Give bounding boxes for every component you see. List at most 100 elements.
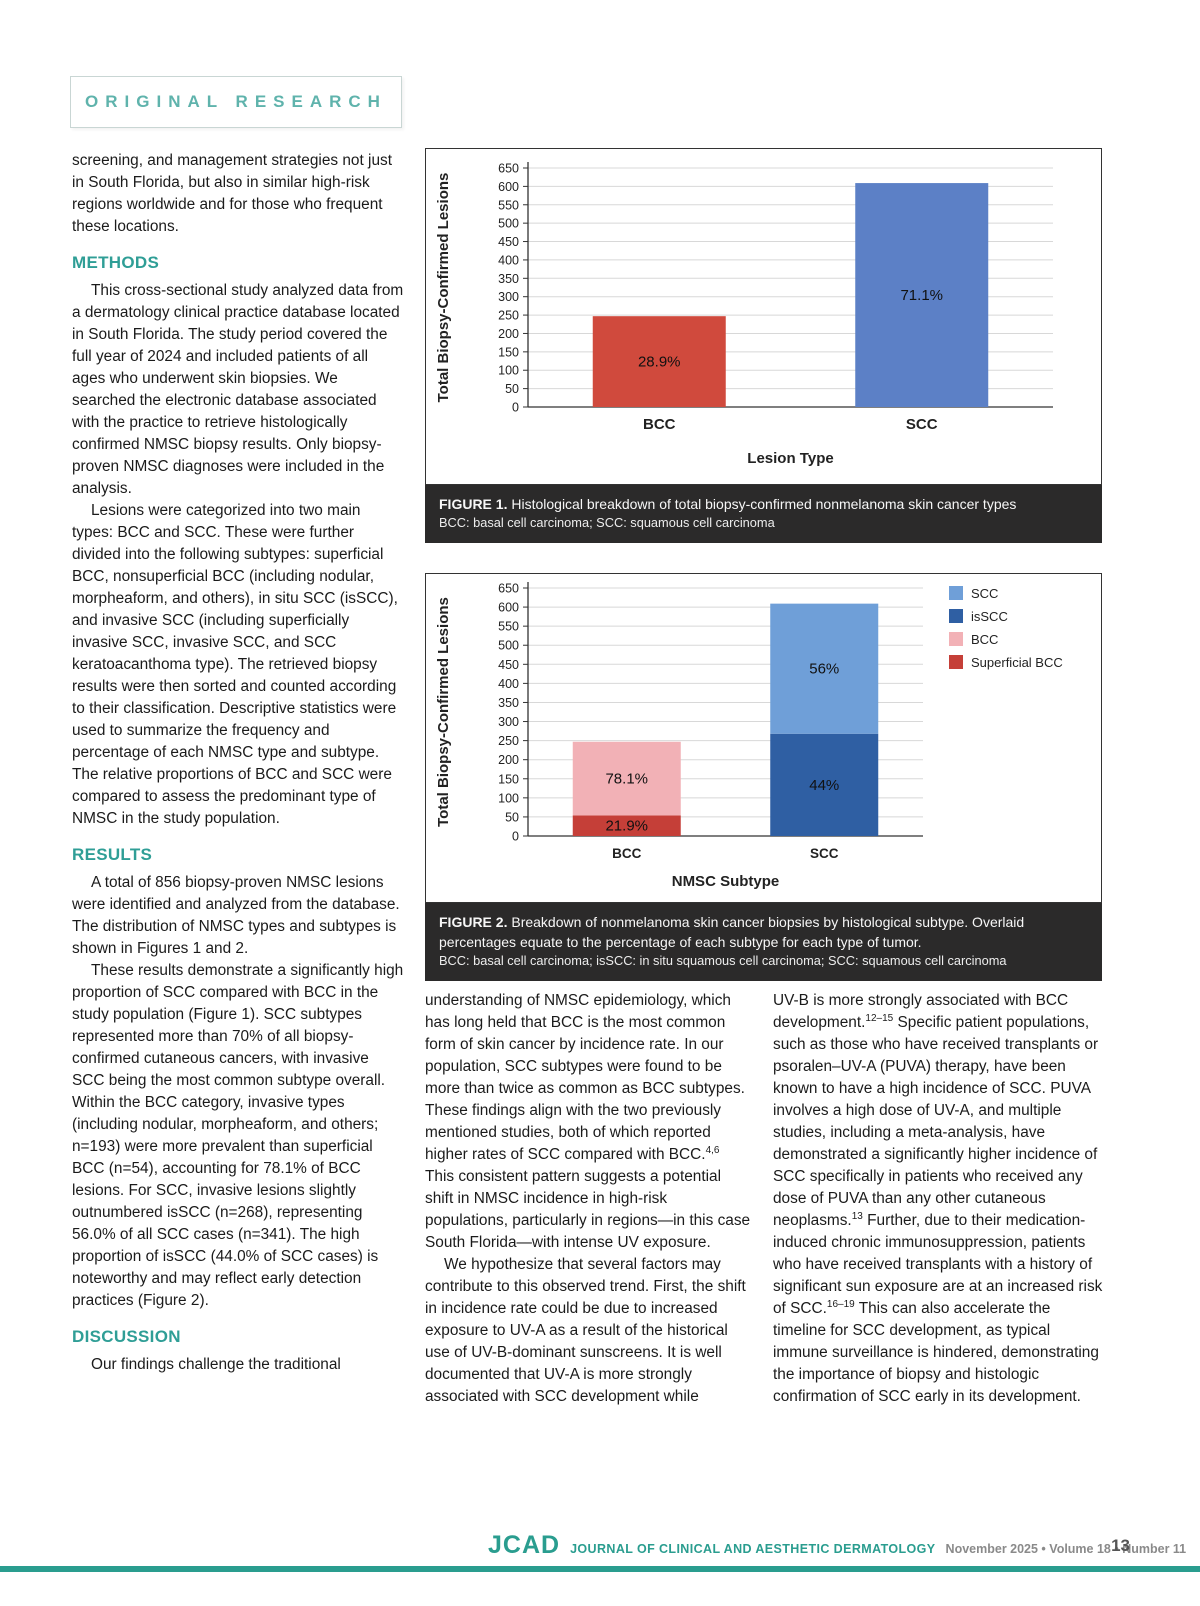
figure-1-label: FIGURE 1. [439, 496, 508, 512]
bar-segment [592, 316, 726, 407]
legend-swatch [949, 608, 963, 623]
legend-label: Superficial BCC [971, 655, 1063, 670]
figure-2-footnote: BCC: basal cell carcinoma; isSCC: in sit… [439, 953, 1007, 969]
figure-1-caption-line: FIGURE 1. Histological breakdown of tota… [439, 494, 1088, 514]
y-tick-label: 100 [498, 364, 519, 378]
page-footer: JCAD JOURNAL OF CLINICAL AND AESTHETIC D… [488, 1531, 1186, 1560]
jcad-logo: JCAD [488, 1531, 561, 1559]
results-paragraph-2: These results demonstrate a significantl… [72, 962, 404, 1309]
figure-2-caption-text: Breakdown of nonmelanoma skin cancer bio… [439, 913, 1025, 951]
y-tick-label: 0 [512, 401, 519, 415]
y-tick-label: 50 [505, 810, 519, 824]
y-tick-label: 200 [498, 753, 519, 767]
bar-segment [572, 815, 681, 836]
page-number: 13 [1111, 1536, 1130, 1555]
methods-paragraph-2: Lesions were categorized into two main t… [72, 502, 398, 827]
y-tick-label: 400 [498, 677, 519, 691]
reference-superscript: 13 [851, 1210, 863, 1222]
x-category-label: SCC [906, 416, 938, 433]
x-axis-title: Lesion Type [747, 450, 833, 467]
y-tick-label: 400 [498, 253, 519, 267]
x-category-label: BCC [612, 846, 641, 861]
y-axis-title: Total Biopsy-Confirmed Lesions [435, 597, 452, 827]
y-tick-label: 650 [498, 162, 519, 176]
reference-superscript: 12–15 [865, 1012, 894, 1024]
x-category-label: SCC [810, 846, 839, 861]
discussion-paragraph-2: understanding of NMSC epidemiology, whic… [425, 992, 751, 1251]
figure-2: 0 50 100 150 200 250 300 350 400 450 500 550 600 650 2… [425, 572, 1102, 981]
bar-percentage-label: 44% [809, 777, 839, 794]
legend-swatch [949, 585, 963, 600]
y-tick-label: 450 [498, 658, 519, 672]
figure-2-label: FIGURE 2. [439, 913, 508, 930]
bar-segment [572, 741, 681, 816]
x-axis-title: NMSC Subtype [672, 873, 780, 890]
section-heading-methods: METHODS [72, 253, 160, 272]
y-tick-label: 300 [498, 715, 519, 729]
y-tick-label: 450 [498, 235, 519, 249]
section-heading-results: RESULTS [72, 845, 153, 864]
legend-label: isSCC [971, 609, 1008, 624]
right-text-column: UV-B is more strongly associated with BC… [773, 990, 1103, 1408]
y-tick-label: 600 [498, 180, 519, 194]
y-tick-label: 600 [498, 600, 519, 614]
figure-2-chart: 0 50 100 150 200 250 300 350 400 450 500 550 600 650 2… [425, 572, 1102, 903]
figure-1-footnote: BCC: basal cell carcinoma; SCC: squamous… [439, 515, 775, 531]
legend-label: BCC [971, 632, 998, 647]
results-paragraph-1: A total of 856 biopsy-proven NMSC lesion… [72, 874, 400, 957]
y-tick-label: 550 [498, 619, 519, 633]
y-tick-label: 300 [498, 290, 519, 304]
methods-paragraph-1: This cross-sectional study analyzed data… [72, 282, 404, 497]
bar-percentage-label: 56% [809, 661, 839, 678]
y-tick-label: 650 [498, 581, 519, 595]
y-tick-label: 350 [498, 272, 519, 286]
y-tick-label: 350 [498, 696, 519, 710]
figure-1-caption: FIGURE 1. Histological breakdown of tota… [425, 485, 1102, 543]
y-tick-label: 550 [498, 198, 519, 212]
bar-segment [770, 733, 879, 836]
y-tick-label: 50 [505, 382, 519, 396]
figure-1-bar-chart: 0 50 100 150 200 250 300 350 400 450 500 550 600 650 2… [435, 162, 1053, 467]
bar-percentage-label: 71.1% [900, 287, 943, 304]
figure-2-stacked-bar-chart: 0 50 100 150 200 250 300 350 400 450 500 550 600 650 2… [435, 581, 1063, 890]
figure-1-caption-text: Histological breakdown of total biopsy-c… [511, 496, 1017, 512]
y-tick-label: 150 [498, 345, 519, 359]
figure-2-caption-line: FIGURE 2. Breakdown of nonmelanoma skin … [439, 912, 1088, 953]
y-tick-label: 100 [498, 791, 519, 805]
y-tick-label: 200 [498, 327, 519, 341]
legend-swatch [949, 654, 963, 669]
y-tick-label: 250 [498, 734, 519, 748]
bar-segment [770, 603, 879, 734]
legend-label: SCC [971, 586, 998, 601]
discussion-paragraph-3: We hypothesize that several factors may … [425, 1256, 746, 1405]
left-text-column: screening, and management strategies not… [72, 150, 404, 1376]
journal-name: JOURNAL OF CLINICAL AND AESTHETIC DERMAT… [570, 1542, 936, 1556]
figure-1-chart: 0 50 100 150 200 250 300 350 400 450 500 550 600 650 2… [425, 148, 1102, 485]
y-tick-label: 0 [512, 829, 519, 843]
discussion-paragraph-1: Our findings challenge the traditional [91, 1356, 341, 1373]
y-tick-label: 150 [498, 772, 519, 786]
reference-superscript: 4,6 [705, 1144, 720, 1156]
issue-info: November 2025 • Volume 18 • Number 11 [945, 1542, 1187, 1556]
bar-percentage-label: 21.9% [605, 818, 648, 835]
middle-text-column: understanding of NMSC epidemiology, whic… [425, 990, 751, 1408]
bar-percentage-label: 28.9% [638, 354, 681, 371]
figures-column: 0 50 100 150 200 250 300 350 400 450 500 550 600 650 2… [425, 148, 1102, 981]
footer-rule [0, 1566, 1200, 1572]
bar-segment [855, 183, 989, 407]
y-tick-label: 250 [498, 309, 519, 323]
y-axis-title: Total Biopsy-Confirmed Lesions [435, 173, 452, 403]
section-heading-discussion: DISCUSSION [72, 1327, 181, 1346]
x-category-label: BCC [643, 416, 676, 433]
reference-superscript: 16–19 [826, 1298, 855, 1310]
article-type-label: ORIGINAL RESEARCH [85, 92, 387, 111]
legend-swatch [949, 631, 963, 646]
figure-2-caption: FIGURE 2. Breakdown of nonmelanoma skin … [425, 902, 1102, 981]
y-tick-label: 500 [498, 217, 519, 231]
y-tick-label: 500 [498, 639, 519, 653]
bar-percentage-label: 78.1% [605, 770, 648, 787]
article-type-banner: ORIGINAL RESEARCH [70, 76, 402, 128]
discussion-paragraph-4: UV-B is more strongly associated with BC… [773, 992, 1103, 1405]
paragraph-intro-continued: screening, and management strategies not… [72, 152, 392, 235]
